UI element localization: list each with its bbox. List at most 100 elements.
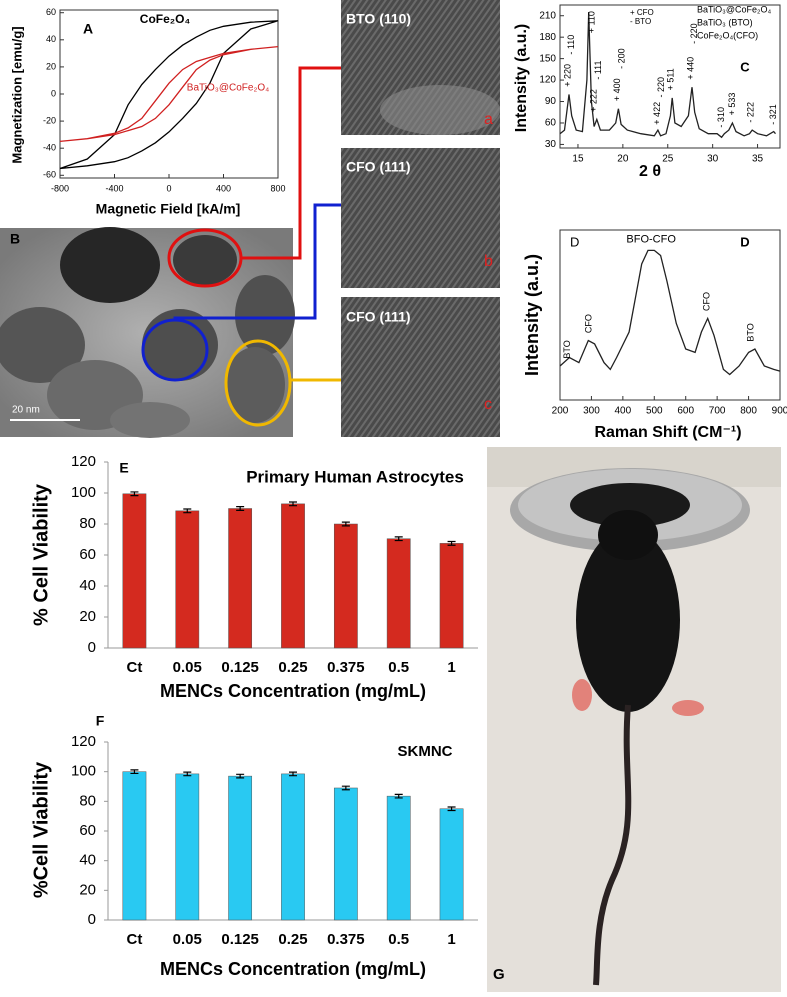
y-tick-label: 40 — [46, 34, 56, 44]
y-axis-label: % Cell Viability — [30, 483, 52, 626]
x-tick-label: 25 — [662, 154, 674, 165]
error-bar — [289, 501, 297, 507]
x-tick-label: 0.25 — [278, 931, 307, 948]
y-tick-label: 100 — [71, 484, 96, 501]
annotation: - 220 — [656, 77, 666, 98]
annotation: + 400 — [612, 78, 622, 101]
y-axis-label: Intensity (a.u.) — [513, 24, 530, 132]
y-tick-label: 40 — [79, 577, 96, 594]
bar — [228, 508, 253, 649]
error-bar — [183, 771, 192, 777]
data-line — [59, 45, 279, 143]
annotation: CFO — [584, 314, 594, 333]
y-axis-label: Magnetization [emu/g] — [9, 26, 24, 163]
bar — [228, 775, 253, 921]
tem-image: 20 nm B — [0, 227, 295, 438]
annotation: + 110 — [587, 11, 597, 33]
y-axis-label: %Cell Viability — [30, 761, 52, 898]
hrtem-a: BTO (110) a — [341, 0, 500, 135]
data-line — [559, 249, 781, 376]
x-axis-label: Magnetic Field [kA/m] — [96, 201, 241, 217]
y-axis-label: Intensity (a.u.) — [522, 254, 542, 376]
y-tick-label: 40 — [79, 852, 96, 869]
x-tick-label: 0.375 — [327, 931, 365, 948]
error-bar — [341, 785, 350, 791]
hrtem-label: a — [484, 111, 493, 128]
error-bar — [447, 806, 456, 812]
bar — [439, 543, 464, 649]
panel-label: G — [493, 966, 505, 983]
y-tick-label: 80 — [79, 792, 96, 809]
chart-title: SKMNC — [398, 743, 453, 760]
y-tick-label: 0 — [88, 639, 96, 656]
error-bar — [394, 536, 403, 542]
x-tick-label: 1 — [447, 659, 455, 676]
annotation: BFO-CFO — [626, 234, 676, 246]
plot-frame — [559, 4, 781, 149]
y-tick-label: 180 — [539, 32, 556, 43]
error-bar — [130, 491, 139, 497]
bar — [175, 773, 200, 921]
x-tick-label: Ct — [127, 931, 143, 948]
phase-label: BaTiO₃ (BTO) — [697, 17, 753, 27]
x-tick-label: 35 — [752, 154, 764, 165]
y-tick-label: 120 — [71, 733, 96, 750]
error-bar — [289, 771, 297, 777]
connector — [173, 203, 341, 320]
x-tick-label: 20 — [617, 154, 629, 165]
legend-note: + CFO — [630, 8, 654, 17]
x-tick-label: 1 — [447, 931, 455, 948]
y-tick-label: 0 — [88, 911, 96, 928]
connector — [241, 66, 341, 260]
annotation: - 110 — [566, 35, 576, 55]
hrtem-label: b — [484, 253, 493, 270]
x-tick-label: 30 — [707, 154, 719, 165]
annotation: + 533 — [727, 93, 737, 116]
panel-label: C — [740, 59, 750, 74]
annotation: - 220 — [689, 23, 699, 44]
x-tick-label: 400 — [615, 406, 632, 417]
annotation: + 511 — [666, 68, 676, 90]
y-tick-label: -20 — [43, 115, 56, 125]
hrtem-label: c — [484, 396, 492, 413]
x-tick-label: 700 — [709, 406, 726, 417]
data-line — [59, 20, 279, 170]
x-tick-label: 300 — [583, 406, 600, 417]
panel-label: F — [96, 713, 105, 729]
x-tick-label: 400 — [216, 183, 231, 193]
error-bar — [183, 508, 192, 514]
bar — [281, 773, 305, 921]
annotation: + 422 — [652, 102, 662, 125]
annotation: - 222 — [746, 102, 756, 123]
y-tick-label: 20 — [46, 61, 56, 71]
bar — [122, 493, 147, 649]
y-tick-label: -60 — [43, 170, 56, 180]
x-tick-label: Ct — [127, 659, 143, 676]
x-tick-label: 200 — [552, 406, 569, 417]
x-axis-label: Raman Shift (CM⁻¹) — [594, 424, 741, 441]
legend-label: CoFe₂O₄ — [140, 12, 191, 26]
panel-label: D — [570, 234, 579, 249]
y-tick-label: 60 — [79, 546, 96, 563]
y-tick-label: 120 — [539, 75, 556, 86]
y-tick-label: 80 — [79, 515, 96, 532]
panel-label: D — [740, 234, 749, 249]
error-bar — [130, 769, 139, 775]
y-tick-label: 0 — [51, 88, 56, 98]
panel-label: A — [83, 21, 93, 37]
hrtem-c: CFO (111) c — [341, 297, 500, 437]
x-tick-label: 0.125 — [221, 659, 259, 676]
x-tick-label: -400 — [105, 183, 123, 193]
x-tick-label: 0.5 — [388, 659, 409, 676]
annotation: + 440 — [685, 57, 695, 80]
hrtem-title: BTO (110) — [346, 11, 411, 27]
bar — [386, 795, 411, 921]
y-tick-label: 210 — [539, 10, 556, 21]
annotation: - 111 — [593, 60, 603, 79]
chart-title: Primary Human Astrocytes — [246, 467, 464, 486]
x-tick-label: 0.25 — [278, 659, 307, 676]
x-tick-label: 500 — [646, 406, 663, 417]
bar — [439, 808, 464, 921]
